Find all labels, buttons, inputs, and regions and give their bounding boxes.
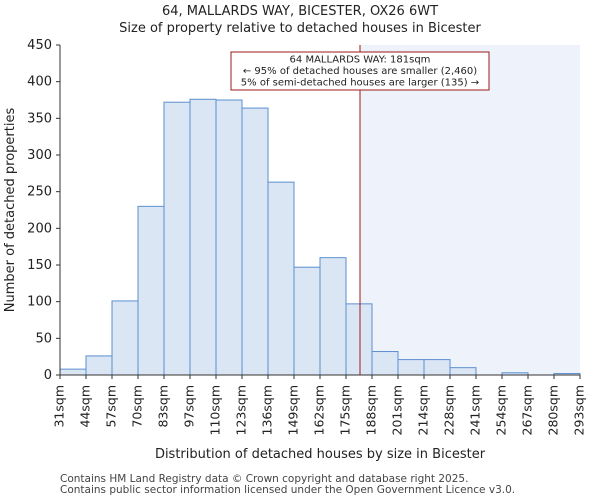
histogram-bar bbox=[241, 107, 269, 376]
histogram-bar bbox=[371, 351, 399, 376]
y-tick-label: 150 bbox=[27, 258, 52, 273]
histogram-bar bbox=[449, 367, 477, 376]
annotation-line: 5% of semi-detached houses are larger (1… bbox=[241, 78, 479, 89]
histogram-bar bbox=[267, 181, 295, 376]
x-tick-label: 44sqm bbox=[78, 385, 93, 428]
chart-subtitle: Size of property relative to detached ho… bbox=[119, 21, 481, 36]
histogram-bar bbox=[345, 303, 373, 376]
histogram-bar bbox=[293, 266, 321, 376]
y-axis-label: Number of detached properties bbox=[3, 108, 18, 313]
histogram-bar bbox=[397, 359, 425, 376]
x-tick-label: 97sqm bbox=[182, 385, 197, 428]
x-tick-label: 267sqm bbox=[520, 385, 535, 435]
histogram-bar bbox=[163, 101, 191, 376]
x-tick-label: 201sqm bbox=[390, 385, 405, 435]
x-tick-label: 57sqm bbox=[104, 385, 119, 428]
histogram-bar bbox=[189, 98, 217, 376]
histogram-bar bbox=[111, 300, 139, 376]
x-tick-label: 241sqm bbox=[468, 385, 483, 435]
x-tick-label: 228sqm bbox=[442, 385, 457, 435]
x-axis-label: Distribution of detached houses by size … bbox=[155, 447, 486, 462]
x-tick-label: 280sqm bbox=[546, 385, 561, 435]
x-tick-label: 83sqm bbox=[156, 385, 171, 428]
annotation-line: ← 95% of detached houses are smaller (2,… bbox=[243, 66, 477, 77]
x-tick-label: 123sqm bbox=[234, 385, 249, 435]
annotation-box bbox=[230, 51, 490, 91]
x-tick-label: 214sqm bbox=[416, 385, 431, 435]
x-tick-label: 188sqm bbox=[364, 385, 379, 435]
x-tick-label: 31sqm bbox=[52, 385, 67, 428]
x-tick-label: 254sqm bbox=[494, 385, 509, 435]
histogram-bar bbox=[59, 368, 87, 376]
histogram-bar bbox=[85, 355, 113, 376]
y-tick-label: 450 bbox=[27, 38, 52, 53]
y-tick-label: 200 bbox=[27, 221, 52, 236]
x-tick-label: 175sqm bbox=[338, 385, 353, 435]
x-tick-label: 162sqm bbox=[312, 385, 327, 435]
y-tick-label: 100 bbox=[27, 295, 52, 310]
x-tick-label: 149sqm bbox=[286, 385, 301, 435]
x-tick-label: 70sqm bbox=[130, 385, 145, 428]
histogram-bar bbox=[319, 257, 347, 376]
chart-title: 64, MALLARDS WAY, BICESTER, OX26 6WT bbox=[161, 4, 439, 19]
annotation-line: 64 MALLARDS WAY: 181sqm bbox=[290, 55, 431, 66]
y-tick-label: 350 bbox=[27, 111, 52, 126]
footer-licence: Contains public sector information licen… bbox=[60, 484, 516, 496]
histogram-bar bbox=[137, 205, 165, 376]
x-tick-label: 110sqm bbox=[208, 385, 223, 435]
y-tick-label: 250 bbox=[27, 185, 52, 200]
footer-copyright: Contains HM Land Registry data © Crown c… bbox=[60, 473, 469, 485]
y-tick-label: 0 bbox=[44, 368, 52, 383]
x-tick-label: 136sqm bbox=[260, 385, 275, 435]
larger-region-shade bbox=[360, 45, 580, 375]
histogram-bar bbox=[215, 99, 243, 376]
x-tick-label: 293sqm bbox=[572, 385, 587, 435]
histogram-bar bbox=[423, 359, 451, 376]
y-tick-label: 50 bbox=[35, 331, 52, 346]
y-tick-label: 400 bbox=[27, 75, 52, 90]
y-tick-label: 300 bbox=[27, 148, 52, 163]
